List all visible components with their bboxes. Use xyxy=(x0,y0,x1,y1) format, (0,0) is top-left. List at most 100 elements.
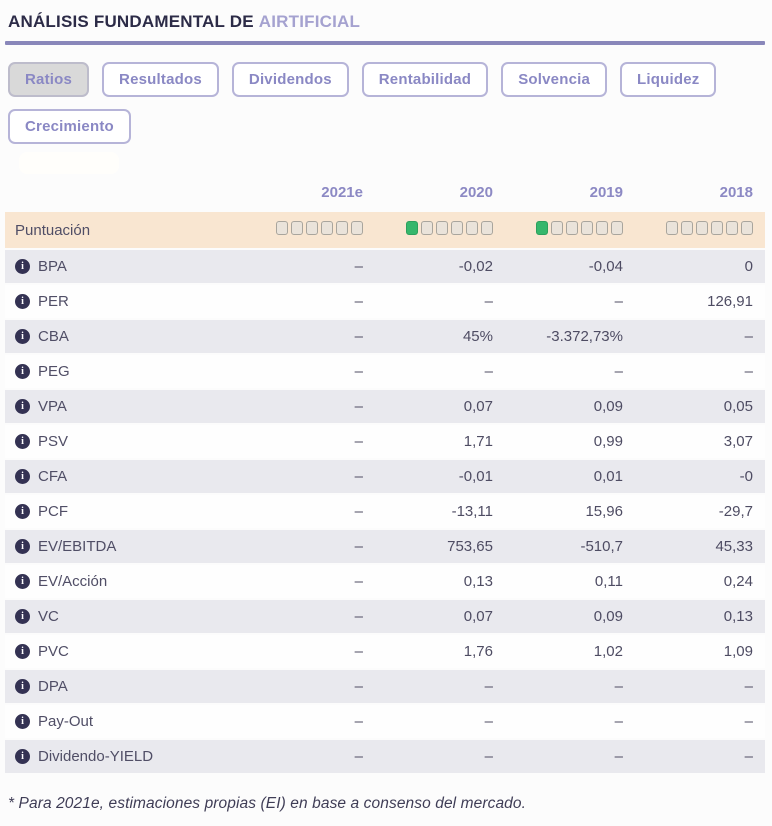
score-square-empty xyxy=(711,221,723,235)
value-cell-bpa-2019: -0,04 xyxy=(588,258,623,275)
info-icon[interactable]: i xyxy=(15,539,30,554)
value-cell-peg-2018: – xyxy=(744,363,753,380)
row-label-cell: i PVC xyxy=(5,643,245,660)
info-icon[interactable]: i xyxy=(15,574,30,589)
score-square-filled xyxy=(536,221,548,235)
tab-crecimiento[interactable]: Crecimiento xyxy=(8,109,131,144)
metric-label: Pay-Out xyxy=(38,713,94,730)
value-cell-vpa-2018: 0,05 xyxy=(723,398,753,415)
value-cell-ev-acci-n-2021e: – xyxy=(354,573,363,590)
info-icon[interactable]: i xyxy=(15,644,30,659)
table-row-psv: i PSV – 1,71 0,99 3,07 xyxy=(5,425,765,458)
table-row-per: i PER – – – 126,91 xyxy=(5,285,765,318)
value-cell-cba-2021e: – xyxy=(354,328,363,345)
row-label-cell: i VPA xyxy=(5,398,245,415)
score-square-empty xyxy=(351,221,363,235)
value-cell-bpa-2021e: – xyxy=(354,258,363,275)
value-cell-per-2019: – xyxy=(614,293,623,310)
value-cell-psv-2020: 1,71 xyxy=(463,433,493,450)
column-header-2018: 2018 xyxy=(719,184,753,201)
info-icon[interactable]: i xyxy=(15,609,30,624)
value-cell-pay-out-2020: – xyxy=(484,713,493,730)
score-row: Puntuación xyxy=(5,212,765,248)
value-cell-cfa-2020: -0,01 xyxy=(458,468,493,485)
info-icon[interactable]: i xyxy=(15,714,30,729)
tab-solvencia[interactable]: Solvencia xyxy=(501,62,608,97)
score-square-empty xyxy=(481,221,493,235)
row-label-cell: i Dividendo-YIELD xyxy=(5,748,245,765)
value-cell-dpa-2020: – xyxy=(484,678,493,695)
tab-dividendos[interactable]: Dividendos xyxy=(231,62,349,97)
tab-ratios[interactable]: Ratios xyxy=(8,62,90,97)
score-squares xyxy=(406,221,493,235)
value-cell-dpa-2021e: – xyxy=(354,678,363,695)
value-cell-per-2018: 126,91 xyxy=(707,293,753,310)
score-square-empty xyxy=(726,221,738,235)
tab-rentabilidad[interactable]: Rentabilidad xyxy=(361,62,489,97)
score-squares xyxy=(536,221,623,235)
table-row-dpa: i DPA – – – – xyxy=(5,670,765,703)
score-square-empty xyxy=(581,221,593,235)
value-cell-psv-2018: 3,07 xyxy=(723,433,753,450)
value-cell-pvc-2021e: – xyxy=(354,643,363,660)
value-cell-vpa-2021e: – xyxy=(354,398,363,415)
score-square-empty xyxy=(596,221,608,235)
info-icon[interactable]: i xyxy=(15,434,30,449)
score-square-empty xyxy=(466,221,478,235)
row-label-cell: i VC xyxy=(5,608,245,625)
value-cell-ev-acci-n-2019: 0,11 xyxy=(594,573,623,590)
row-label-cell: i CFA xyxy=(5,468,245,485)
metric-label: CFA xyxy=(38,468,68,485)
table-row-peg: i PEG – – – – xyxy=(5,355,765,388)
score-cell-2018 xyxy=(635,221,765,239)
info-icon[interactable]: i xyxy=(15,399,30,414)
row-label-cell: i DPA xyxy=(5,678,245,695)
value-cell-pcf-2020: -13,11 xyxy=(451,503,493,520)
score-square-empty xyxy=(421,221,433,235)
score-square-empty xyxy=(436,221,448,235)
row-label-cell: i EV/EBITDA xyxy=(5,538,245,555)
score-square-empty xyxy=(291,221,303,235)
value-cell-pvc-2018: 1,09 xyxy=(723,643,753,660)
value-cell-dividendo-yield-2018: – xyxy=(744,748,753,765)
value-cell-per-2021e: – xyxy=(354,293,363,310)
score-cell-2021e xyxy=(245,221,375,239)
table-row-cfa: i CFA – -0,01 0,01 -0 xyxy=(5,460,765,493)
info-icon[interactable]: i xyxy=(15,364,30,379)
score-square-empty xyxy=(336,221,348,235)
table-row-cba: i CBA – 45% -3.372,73% – xyxy=(5,320,765,353)
value-cell-psv-2019: 0,99 xyxy=(593,433,623,450)
info-icon[interactable]: i xyxy=(15,749,30,764)
info-icon[interactable]: i xyxy=(15,504,30,519)
value-cell-cfa-2021e: – xyxy=(354,468,363,485)
table-row-ev-ebitda: i EV/EBITDA – 753,65 -510,7 45,33 xyxy=(5,530,765,563)
value-cell-vc-2020: 0,07 xyxy=(463,608,493,625)
info-icon[interactable]: i xyxy=(15,679,30,694)
value-cell-dpa-2018: – xyxy=(744,678,753,695)
value-cell-cfa-2019: 0,01 xyxy=(593,468,623,485)
metric-label: PER xyxy=(38,293,69,310)
info-icon[interactable]: i xyxy=(15,259,30,274)
score-square-empty xyxy=(566,221,578,235)
value-cell-ev-ebitda-2020: 753,65 xyxy=(447,538,493,555)
value-cell-cba-2018: – xyxy=(744,328,753,345)
info-icon[interactable]: i xyxy=(15,294,30,309)
value-cell-dividendo-yield-2021e: – xyxy=(354,748,363,765)
value-cell-vc-2019: 0,09 xyxy=(593,608,623,625)
info-icon[interactable]: i xyxy=(15,329,30,344)
value-cell-dividendo-yield-2020: – xyxy=(484,748,493,765)
footnote: * Para 2021e, estimaciones propias (EI) … xyxy=(8,795,527,812)
page-title-prefix: ANÁLISIS FUNDAMENTAL DE xyxy=(8,12,254,31)
ratios-table: 2021e 2020 2019 2018 Puntuación i BPA – -0,02 -0,… xyxy=(5,176,765,773)
value-cell-bpa-2020: -0,02 xyxy=(458,258,493,275)
info-icon[interactable]: i xyxy=(15,469,30,484)
table-header-row: 2021e 2020 2019 2018 xyxy=(5,176,765,209)
metric-label: BPA xyxy=(38,258,67,275)
column-header-2019: 2019 xyxy=(589,184,623,201)
tab-resultados[interactable]: Resultados xyxy=(102,62,219,97)
row-label-cell: i PSV xyxy=(5,433,245,450)
score-square-filled xyxy=(406,221,418,235)
score-square-empty xyxy=(681,221,693,235)
tab-liquidez[interactable]: Liquidez xyxy=(620,62,717,97)
